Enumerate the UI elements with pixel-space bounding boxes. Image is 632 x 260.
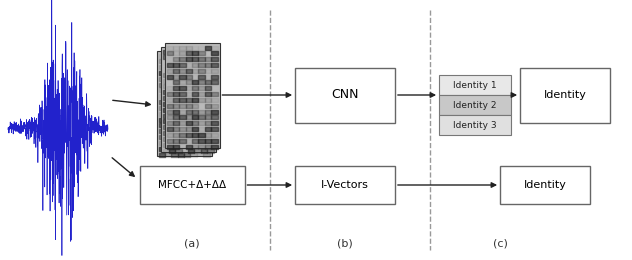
Text: (b): (b) — [337, 238, 353, 248]
Bar — [439, 95, 511, 115]
Bar — [157, 50, 212, 155]
Text: I-Vectors: I-Vectors — [321, 180, 369, 190]
Text: Identity 1: Identity 1 — [453, 81, 497, 89]
Bar — [295, 68, 395, 122]
Text: Identity: Identity — [523, 180, 566, 190]
Bar — [500, 166, 590, 204]
Text: (a): (a) — [184, 238, 200, 248]
Bar — [439, 115, 511, 135]
Bar — [140, 166, 245, 204]
Bar — [161, 47, 216, 152]
Text: CNN: CNN — [331, 88, 359, 101]
Bar — [164, 42, 219, 147]
Bar — [520, 68, 610, 122]
Text: Identity 2: Identity 2 — [453, 101, 497, 109]
Bar — [295, 166, 395, 204]
Text: Identity: Identity — [544, 90, 586, 100]
Text: MFCC+Δ+ΔΔ: MFCC+Δ+ΔΔ — [158, 180, 226, 190]
Text: (c): (c) — [492, 238, 507, 248]
Bar — [439, 75, 511, 95]
Text: Identity 3: Identity 3 — [453, 120, 497, 129]
